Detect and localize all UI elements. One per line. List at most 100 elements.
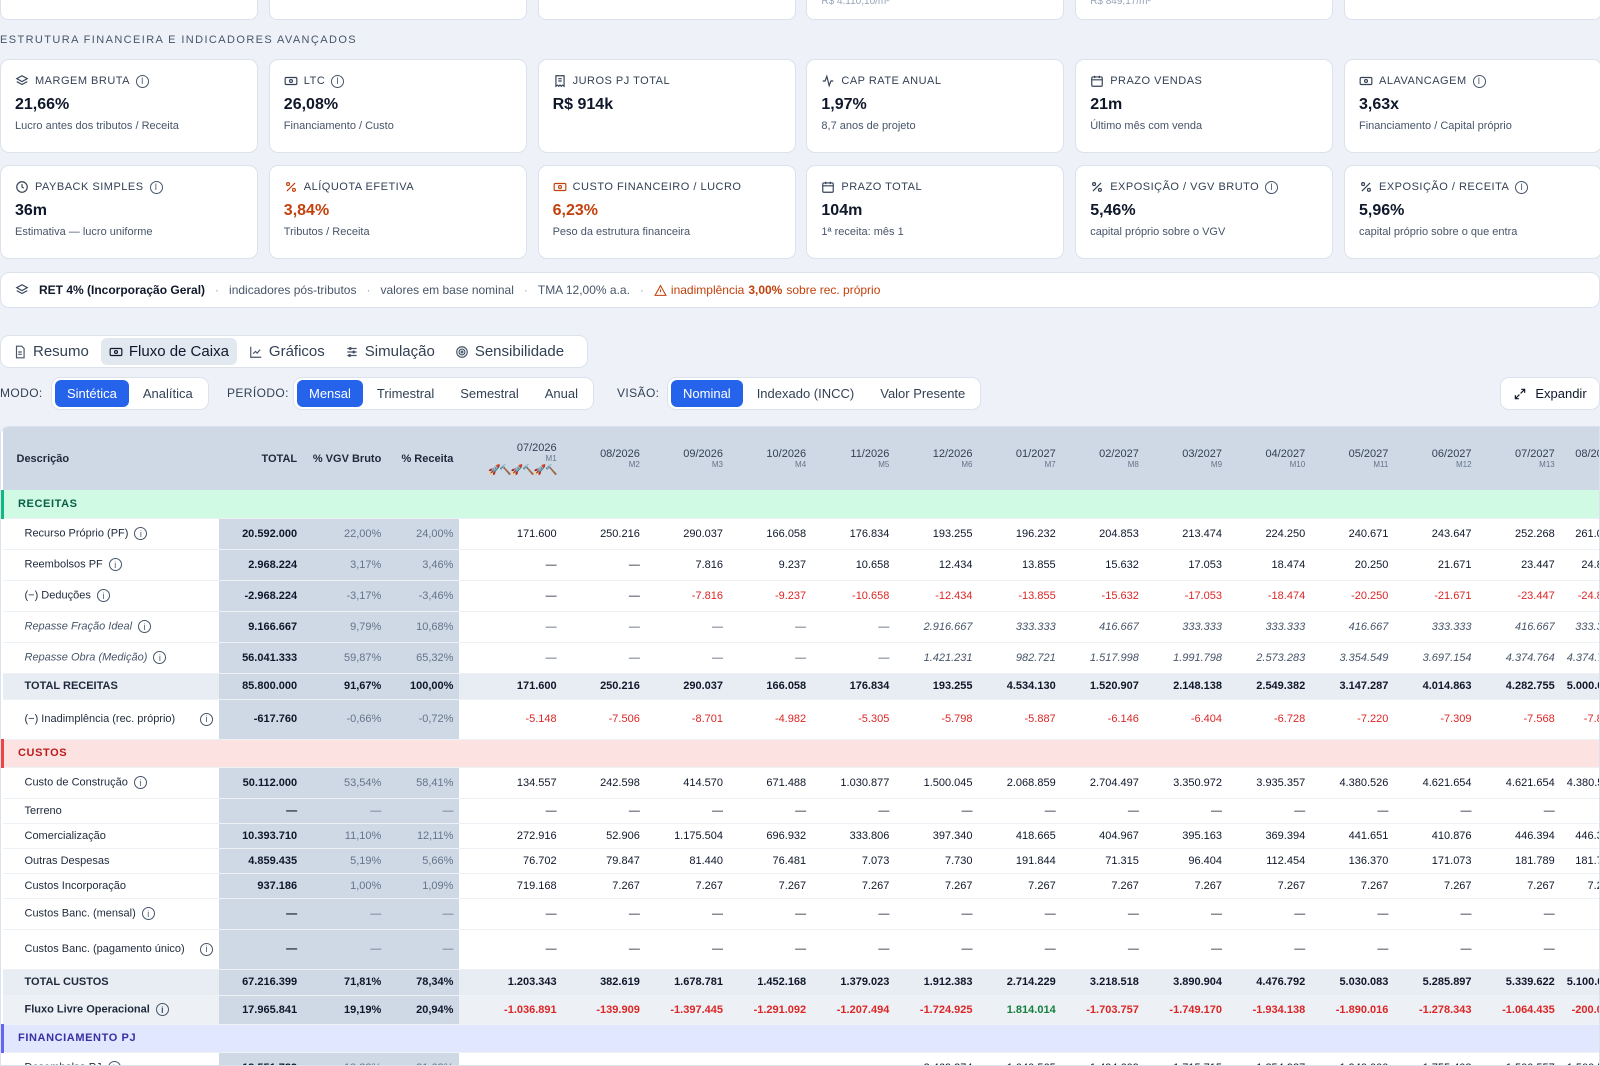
col-month: 02/2027 M8 [1061, 427, 1145, 490]
row-month-value: 18.474 [1228, 549, 1312, 581]
kpi-card-partial [537, 0, 796, 20]
row-month-value: 395.163 [1144, 823, 1229, 849]
info-icon[interactable]: i [331, 74, 345, 88]
period-mensal-button[interactable]: Mensal [297, 380, 363, 407]
row-total: 67.216.399 [218, 969, 304, 996]
tab-resumo[interactable]: Resumo [5, 338, 97, 365]
info-icon[interactable]: i [96, 589, 110, 602]
info-icon[interactable]: i [141, 907, 155, 920]
info-icon[interactable]: i [134, 527, 148, 540]
row-month-value: -1.064.435 [1477, 995, 1561, 1025]
col-month: 11/2026 M5 [812, 427, 896, 490]
row-month-value: 136.370 [1311, 848, 1395, 874]
row-month-value: 1.500.557 [1560, 1052, 1599, 1065]
row-month-value: — [459, 580, 563, 612]
view-label: VISÃO: [617, 386, 660, 400]
row-label: Comercialização [2, 823, 219, 849]
table-row: Outras Despesas 4.859.435 5,19% 5,66% 76.702… [2, 848, 1599, 874]
row-month-value: -200.000 [1560, 995, 1599, 1025]
kpi-card: EXPOSIÇÃO / RECEITA i 5,96% capital próprio… [1344, 165, 1600, 259]
row-month-value: 5.339.622 [1477, 969, 1561, 996]
info-icon[interactable]: i [138, 620, 152, 633]
row-total: 18.551.789 [218, 1052, 304, 1065]
row-month-value: 4.374.764 [1560, 642, 1599, 674]
view-valor-presente-button[interactable]: Valor Presente [880, 386, 966, 401]
view-indexado-button[interactable]: Indexado (INCC) [756, 386, 855, 401]
row-month-value: — [1144, 798, 1229, 824]
period-trimestral-button[interactable]: Trimestral [376, 386, 435, 401]
mode-analitica-button[interactable]: Analítica [142, 386, 193, 401]
row-month-value: 1.814.014 [978, 995, 1062, 1025]
row-total: 20.592.000 [218, 518, 304, 550]
period-anual-button[interactable]: Anual [544, 386, 578, 401]
row-month-value: 1.203.343 [459, 969, 563, 996]
row-month-value: 166.058 [729, 673, 813, 700]
row-month-value: 290.037 [645, 673, 729, 700]
info-icon[interactable]: i [149, 180, 163, 194]
row-month-value: -1.278.343 [1394, 995, 1478, 1025]
row-month-value: 5.100.000 [1560, 969, 1599, 996]
cash-flow-table-container[interactable]: Descrição TOTAL% VGV Bruto% Receita 07/202… [0, 426, 1600, 1066]
row-month-value: 7.267 [729, 873, 813, 899]
row-month-value: 3.890.904 [1144, 969, 1229, 996]
expand-button[interactable]: Expandir [1500, 377, 1600, 410]
kpi-card: CAP RATE ANUAL 1,97% 8,7 anos de projeto [806, 59, 1065, 153]
mode-sintetica-button[interactable]: Sintética [55, 380, 129, 407]
row-month-value: -20.250 [1311, 580, 1395, 612]
row-pct-receita: — [387, 798, 460, 824]
table-row: Comercialização 10.393.710 11,10% 12,11% 272… [2, 823, 1599, 849]
row-pct-receita: 5,66% [387, 848, 460, 874]
row-month-value: 1.715.715 [1144, 1052, 1229, 1065]
info-icon[interactable]: i [107, 1061, 121, 1065]
row-month-value: — [562, 580, 646, 612]
section-header: FINANCIAMENTO PJ [1, 1024, 1599, 1053]
tab-graficos[interactable]: Gráficos [241, 338, 333, 365]
row-month-value: — [1061, 929, 1145, 970]
main-tabs: Resumo Fluxo de Caixa Gráficos Simulação… [0, 335, 588, 368]
row-month-value: 134.557 [459, 767, 563, 799]
info-icon[interactable]: i [199, 712, 213, 726]
receipt-icon [554, 75, 565, 88]
row-total: 2.968.224 [218, 549, 304, 581]
row-pct-receita: 100,00% [387, 673, 460, 700]
info-icon[interactable]: i [155, 1003, 169, 1016]
info-icon[interactable]: i [108, 558, 122, 571]
table-row: (−) Deduções i -2.968.224 -3,17% -3,46% — — -7.… [2, 580, 1599, 612]
info-icon[interactable]: i [1472, 74, 1486, 88]
row-month-value: -8.701 [645, 699, 729, 740]
table-row: Custos Banc. (mensal)i————————————————— [2, 898, 1599, 930]
info-icon[interactable]: i [1265, 180, 1279, 194]
kpi-value: 5,96% [1359, 202, 1405, 219]
view-nominal-button[interactable]: Nominal [671, 380, 743, 407]
kpi-sub: 1ª receita: mês 1 [821, 226, 904, 238]
period-semestral-button[interactable]: Semestral [460, 386, 519, 401]
tab-fluxo-de-caixa[interactable]: Fluxo de Caixa [100, 338, 237, 365]
row-month-value: — [1061, 898, 1145, 930]
col-descricao: Descrição [2, 427, 219, 490]
kpi-value: 6,23% [552, 202, 598, 219]
info-icon[interactable]: i [199, 942, 213, 956]
tab-sensibilidade[interactable]: Sensibilidade [447, 338, 572, 365]
kpi-label: ALÍQUOTA EFETIVA [284, 180, 512, 194]
row-month-value: 23.447 [1477, 549, 1561, 581]
kpi-value: 21,66% [15, 96, 70, 113]
kpi-sub: Lucro antes dos tributos / Receita [15, 120, 179, 132]
tax-regime-label: RET 4% (Incorporação Geral) [39, 283, 206, 297]
kpi-value: 5,46% [1090, 202, 1136, 219]
row-month-value: 204.853 [1061, 518, 1145, 550]
info-icon[interactable]: i [136, 74, 150, 88]
info-icon[interactable]: i [153, 651, 167, 664]
row-month-value: 7.267 [812, 873, 896, 899]
row-total: 17.965.841 [218, 995, 304, 1025]
row-month-value: -7.309 [1394, 699, 1478, 740]
row-month-value: 4.621.654 [1477, 767, 1561, 799]
row-month-value: -17.053 [1144, 580, 1229, 612]
info-icon[interactable]: i [133, 776, 147, 789]
kpi-label: PAYBACK SIMPLES i [15, 180, 243, 194]
row-label: Terreno [2, 798, 219, 824]
info-icon[interactable]: i [1515, 180, 1529, 194]
row-month-value: 112.454 [1228, 848, 1312, 874]
row-month-value: -7.220 [1311, 699, 1395, 740]
tab-simulacao[interactable]: Simulação [337, 338, 443, 365]
row-month-value: 242.598 [562, 767, 646, 799]
